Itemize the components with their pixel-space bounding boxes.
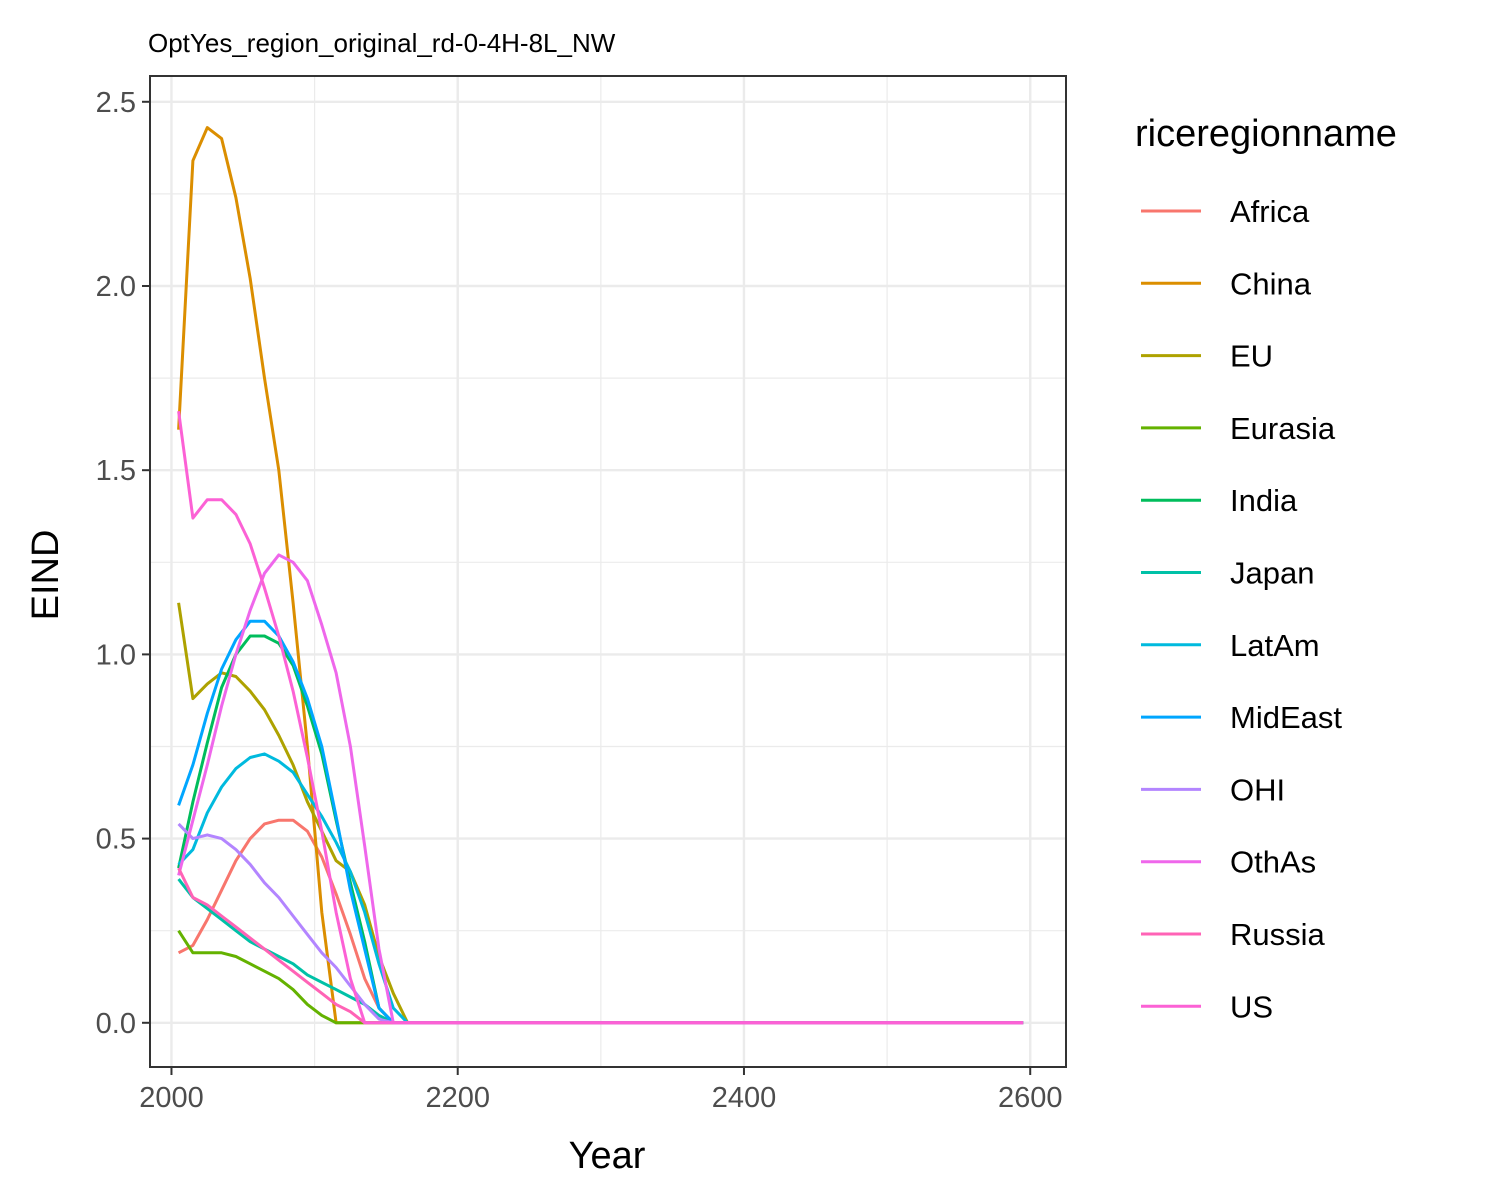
x-axis-title: Year — [569, 1135, 646, 1177]
legend-title: riceregionname — [1135, 113, 1397, 155]
y-tick-label: 0.5 — [96, 824, 136, 856]
y-tick-label: 2.5 — [96, 87, 136, 119]
y-tick-label: 1.0 — [96, 639, 136, 671]
axes: 2000 2200 2400 2600 0.0 0.5 1.0 1.5 2.0 2.5 — [96, 87, 1063, 1114]
legend-label-mideast: MidEast — [1230, 700, 1342, 735]
series-lines — [177, 126, 1024, 1025]
legend-label-india: India — [1230, 483, 1298, 518]
series-line-othas — [177, 553, 1024, 1025]
legend-label-eu: EU — [1230, 339, 1273, 374]
panel-border — [149, 75, 1067, 1068]
series-line-japan — [177, 878, 1024, 1025]
x-tick-label: 2000 — [139, 1082, 204, 1114]
series-line-mideast — [177, 619, 1024, 1025]
legend-label-china: China — [1230, 266, 1312, 301]
y-tick-label: 0.0 — [96, 1008, 136, 1040]
legend-label-ohi: OHI — [1230, 772, 1285, 807]
legend-label-othas: OthAs — [1230, 845, 1316, 880]
series-line-latam — [177, 752, 1024, 1025]
plot-panel — [150, 76, 1066, 1067]
y-tick-label: 1.5 — [96, 455, 136, 487]
series-line-us — [177, 411, 1024, 1025]
legend: Africa China EU Eurasia India Japan LatAm MidEa… — [1141, 194, 1342, 1024]
legend-label-eurasia: Eurasia — [1230, 411, 1336, 446]
x-tick-label: 2600 — [998, 1082, 1063, 1114]
legend-label-russia: Russia — [1230, 917, 1326, 952]
series-line-ohi — [177, 822, 1024, 1025]
legend-label-africa: Africa — [1230, 194, 1310, 229]
y-tick-label: 2.0 — [96, 271, 136, 303]
legend-label-us: US — [1230, 989, 1273, 1024]
legend-label-japan: Japan — [1230, 556, 1314, 591]
chart-title: OptYes_region_original_rd-0-4H-8L_NW — [148, 28, 616, 58]
legend-label-latam: LatAm — [1230, 628, 1320, 663]
y-axis-title: EIND — [25, 530, 67, 621]
x-tick-label: 2400 — [712, 1082, 777, 1114]
x-tick-label: 2200 — [425, 1082, 490, 1114]
